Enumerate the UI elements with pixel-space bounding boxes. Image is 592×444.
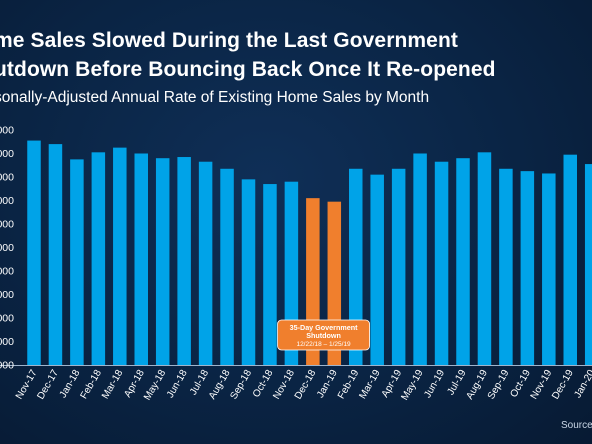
bar-dec-19 bbox=[563, 154, 577, 365]
shutdown-annotation-box bbox=[277, 319, 370, 351]
y-tick-label: 000 bbox=[0, 242, 14, 254]
shutdown-annotation-title: 35-Day Government Shutdown bbox=[290, 323, 359, 340]
y-tick-label: 000 bbox=[0, 336, 14, 348]
x-tick-label-mar-19: Mar-19 bbox=[357, 368, 383, 401]
x-tick-label-may-19: May-19 bbox=[399, 368, 425, 403]
x-tick-label-jun-19: Jun-19 bbox=[422, 368, 447, 400]
bar-jun-19 bbox=[434, 161, 449, 365]
x-axis-tick-labels: Nov-17Dec-17Jan-18Feb-18Mar-18Apr-18May-… bbox=[14, 368, 592, 403]
bar-jul-19 bbox=[456, 158, 470, 365]
x-tick-label-dec-19: Dec-19 bbox=[550, 368, 576, 402]
bar-apr-18 bbox=[134, 153, 148, 365]
y-tick-label: 000 bbox=[0, 125, 14, 137]
y-tick-label: 000 bbox=[0, 219, 14, 231]
x-tick-label-jan-20: Jan-20 bbox=[572, 368, 592, 400]
bar-sep-18 bbox=[241, 179, 256, 365]
shutdown-annotation: 35-Day Government Shutdown 12/22/18 – 1/2… bbox=[277, 319, 370, 351]
y-tick-label: 000 bbox=[0, 172, 14, 184]
bar-oct-19 bbox=[520, 171, 535, 366]
source-label: Source bbox=[561, 420, 592, 431]
bar-nov-17 bbox=[27, 140, 41, 365]
chart-title-line-2: utdown Before Bouncing Back Once It Re-o… bbox=[0, 58, 496, 81]
chart-subtitle: sonally-Adjusted Annual Rate of Existing… bbox=[0, 89, 430, 106]
y-tick-label: 000 bbox=[0, 148, 14, 160]
bar-feb-19 bbox=[349, 168, 363, 365]
bar-group bbox=[27, 140, 592, 366]
shutdown-annotation-dates: 12/22/18 – 1/25/19 bbox=[296, 341, 351, 348]
x-tick-label-sep-18: Sep-18 bbox=[228, 368, 254, 402]
bar-mar-19 bbox=[370, 174, 384, 365]
x-tick-label-dec-17: Dec-17 bbox=[35, 368, 61, 402]
bar-mar-18 bbox=[113, 147, 127, 366]
y-tick-label: 000 bbox=[0, 289, 14, 301]
bar-jul-18 bbox=[198, 161, 213, 365]
bar-aug-19 bbox=[477, 152, 492, 365]
chart-title-line-1: me Sales Slowed During the Last Governme… bbox=[0, 29, 458, 52]
bar-oct-18 bbox=[263, 184, 277, 365]
y-tick-label: 000 bbox=[0, 313, 14, 325]
bar-dec-17 bbox=[48, 144, 63, 365]
y-tick-label: 000 bbox=[0, 360, 14, 372]
bar-aug-18 bbox=[220, 168, 234, 365]
bar-jan-18 bbox=[70, 159, 84, 366]
bar-may-18 bbox=[155, 158, 170, 365]
bar-jun-18 bbox=[177, 157, 191, 365]
bar-feb-18 bbox=[91, 152, 106, 365]
x-tick-label-jun-18: Jun-18 bbox=[165, 368, 190, 400]
bar-sep-19 bbox=[499, 168, 513, 365]
bar-may-19 bbox=[413, 153, 427, 365]
bar-nov-18 bbox=[284, 181, 299, 365]
x-tick-label-dec-18: Dec-18 bbox=[293, 368, 319, 402]
y-tick-label: 000 bbox=[0, 195, 14, 207]
x-tick-label-may-18: May-18 bbox=[142, 368, 168, 403]
bar-nov-19 bbox=[542, 173, 556, 365]
y-axis-tick-labels: 000 000 000 000 000 000 000 000 000 000 000 bbox=[0, 125, 14, 372]
y-tick-label: 000 bbox=[0, 266, 14, 278]
x-tick-label-mar-18: Mar-18 bbox=[100, 368, 126, 401]
bar-apr-19 bbox=[391, 168, 406, 365]
bar-jan-20 bbox=[584, 164, 592, 365]
x-tick-label-sep-19: Sep-19 bbox=[486, 368, 512, 402]
